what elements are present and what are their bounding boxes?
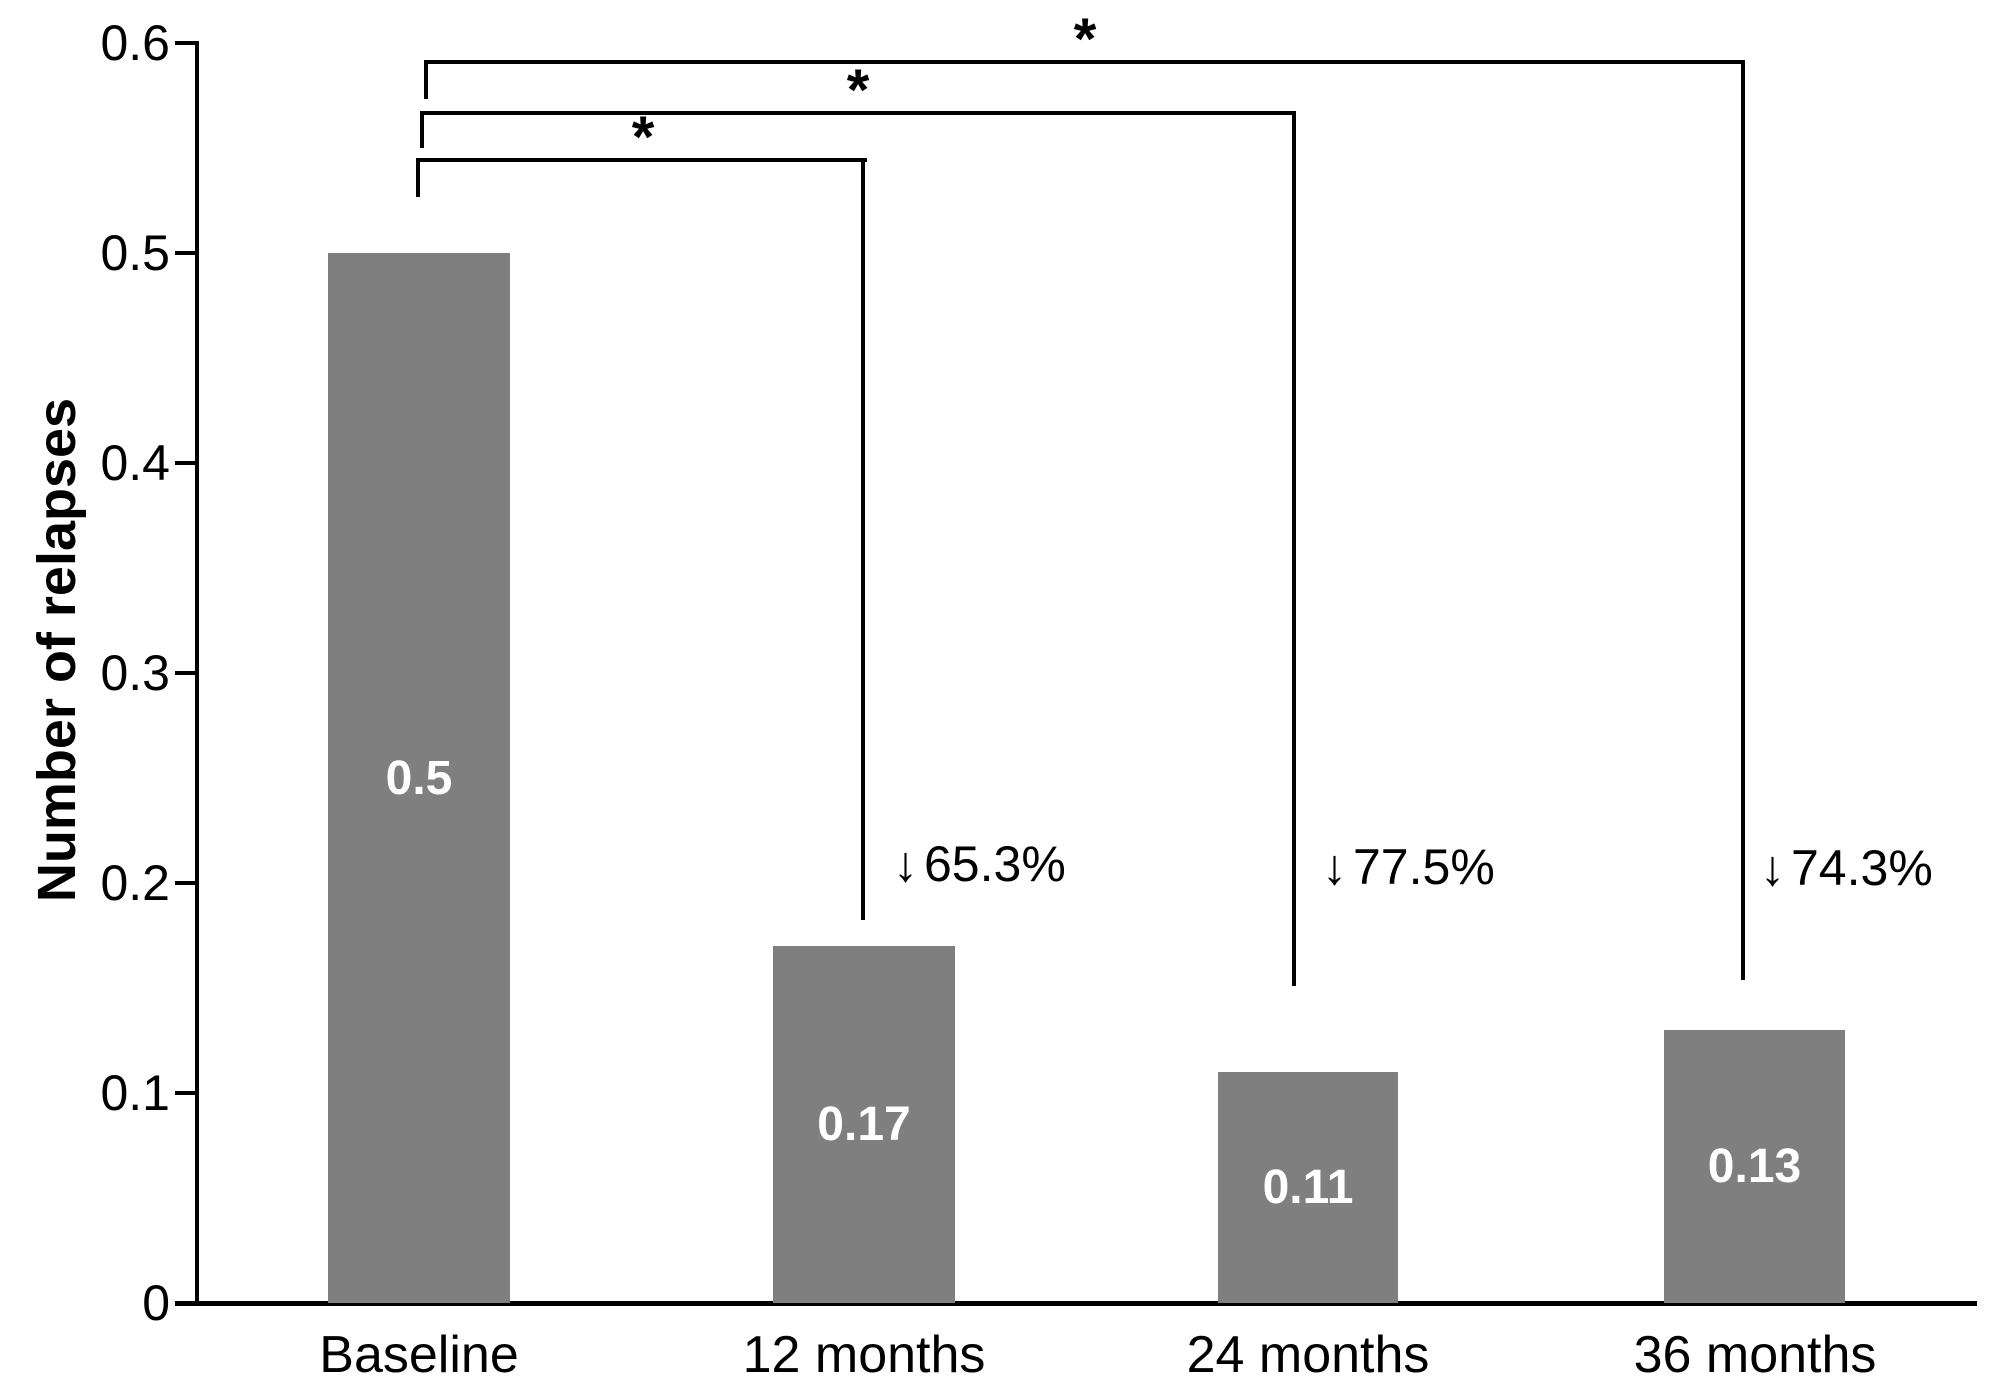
reduction-annotation-24mo: ↓77.5%	[1322, 839, 1495, 895]
bracket-36mo-drop-line	[1741, 60, 1745, 980]
bracket-24mo-horizontal	[420, 111, 1296, 115]
y-tick-label-0.3: 0.3	[100, 645, 170, 701]
bar-value-36-months: 0.13	[1707, 1140, 1802, 1193]
y-tick-0.1	[175, 1091, 195, 1095]
bar-value-baseline: 0.5	[385, 751, 453, 805]
bar-baseline: 0.5	[328, 253, 510, 1303]
x-label-baseline: Baseline	[319, 1326, 519, 1384]
x-label-24-months: 24 months	[1186, 1326, 1430, 1384]
y-tick-label-0.5: 0.5	[100, 225, 170, 281]
bar-value-24-months: 0.11	[1262, 1161, 1354, 1214]
reduction-value-36mo: 74.3%	[1791, 840, 1933, 896]
y-tick-label-0.2: 0.2	[100, 855, 170, 911]
significance-star-24mo: *	[846, 58, 870, 123]
reduction-annotation-36mo: ↓74.3%	[1760, 840, 1933, 896]
y-tick-label-0: 0	[142, 1275, 170, 1331]
y-tick-0.5	[175, 251, 195, 255]
y-tick-0	[175, 1301, 195, 1305]
bracket-12mo-horizontal	[416, 158, 867, 162]
bracket-12mo-left-tick	[416, 158, 420, 197]
bracket-12mo-drop-line	[861, 158, 865, 920]
bracket-24mo-drop-line	[1292, 111, 1296, 986]
x-label-12-months: 12 months	[742, 1326, 986, 1384]
y-axis-line	[195, 41, 199, 1305]
x-axis-line	[175, 1301, 1977, 1306]
bar-12-months: 0.17	[773, 946, 955, 1303]
reduction-value-12mo: 65.3%	[924, 836, 1066, 892]
reduction-value-24mo: 77.5%	[1353, 839, 1495, 895]
bar-36-months: 0.13	[1664, 1030, 1845, 1303]
decrease-arrow-icon: ↓	[893, 836, 924, 892]
reduction-annotation-12mo: ↓65.3%	[893, 836, 1066, 892]
decrease-arrow-icon: ↓	[1760, 840, 1791, 896]
y-tick-label-0.6: 0.6	[100, 15, 170, 71]
y-tick-label-0.4: 0.4	[100, 435, 170, 491]
bracket-36mo-left-tick	[424, 60, 428, 99]
bracket-24mo-left-tick	[420, 111, 424, 148]
significance-star-12mo: *	[631, 105, 655, 170]
bracket-36mo-horizontal	[424, 60, 1745, 64]
decrease-arrow-icon: ↓	[1322, 839, 1353, 895]
x-label-36-months: 36 months	[1633, 1326, 1877, 1384]
y-tick-0.2	[175, 881, 195, 885]
bar-24-months: 0.11	[1218, 1072, 1398, 1303]
y-tick-0.3	[175, 671, 195, 675]
y-tick-label-0.1: 0.1	[100, 1065, 170, 1121]
bar-value-12-months: 0.17	[817, 1098, 911, 1151]
y-tick-0.6	[175, 41, 195, 45]
significance-star-36mo: *	[1073, 7, 1097, 72]
y-tick-0.4	[175, 461, 195, 465]
